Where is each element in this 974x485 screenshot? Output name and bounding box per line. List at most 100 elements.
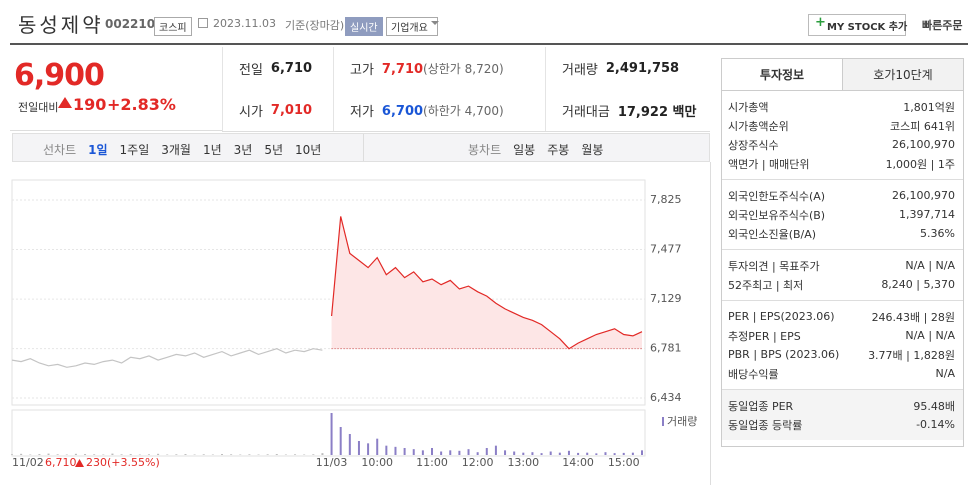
info-tab[interactable]: 호가10단계 [842,59,963,91]
info-group: PER | EPS(2023.06) 246.43배 | 28원 추정PER | E… [722,301,963,390]
info-panel: 투자정보 호가10단계 시가총액 1,801억원 시가총액순위 코스피 641위 상장주식수… [721,58,964,447]
info-value: N/A | N/A [905,259,955,272]
volume-bar [120,454,123,455]
mystock-button[interactable] [808,14,906,36]
info-label: 외국인한도주식수(A) [728,189,826,203]
range-tab[interactable]: 1년 [202,143,222,157]
y-tick-label: 7,129 [650,292,682,305]
volume-bar [631,452,634,455]
info-value: 1,000원 | 1주 [885,157,955,171]
range-tab[interactable]: 3개월 [161,143,191,157]
volume-bar [494,445,497,455]
plot-frame [11,179,646,406]
legend-swatch [662,417,664,426]
volume-bar [202,454,205,455]
info-row: 시가총액순위 코스피 641위 [728,116,955,135]
volume-bar [595,453,598,455]
info-value: 8,240 | 5,370 [881,278,955,291]
info-value: 26,100,970 [892,189,955,202]
y-tick-label: 6,781 [650,342,682,355]
info-label: 배당수익률 [728,367,779,381]
info-value: 코스피 641위 [890,119,955,133]
candle-tab[interactable]: 주봉 [547,143,570,157]
x-tick-label: 13:00 [507,456,539,469]
volume-bar [558,452,561,455]
range-tab[interactable]: 1일 [88,143,108,157]
volume-bar [275,454,278,455]
volume-bar [467,449,470,455]
info-value: 1,801억원 [903,100,955,114]
info-label: 외국인소진율(B/A) [728,227,817,241]
quick-order[interactable]: 빠른주문 [922,19,963,32]
summary-price: 6,710 [45,456,77,469]
candle-tab[interactable]: 월봉 [581,143,604,157]
price-rate: +2.83% [107,95,176,114]
quote-label: 시가 [239,104,263,120]
info-row: PER | EPS(2023.06) 246.43배 | 28원 [728,307,955,326]
range-tab[interactable]: 1주일 [119,143,150,157]
info-label: PER | EPS(2023.06) [728,310,835,323]
calendar-icon [198,18,208,28]
divider [710,162,711,485]
volume-bar [622,452,625,455]
dropdown-arrow [431,21,439,29]
volume-bar [522,452,525,455]
info-row: 투자의견 | 목표주가 N/A | N/A [728,256,955,275]
up-triangle [75,459,84,467]
quote-cell: 거래량 2,491,758 [545,47,710,89]
info-value: 246.43배 | 28원 [871,310,955,324]
quote-label: 거래대금 [562,104,610,120]
quote-cell: 시가 7,010 [222,89,333,131]
volume-bar [586,452,589,455]
volume-bar [440,451,443,455]
volume-bar [641,450,643,455]
quote-value: 7,710(상한가 8,720) [381,61,504,77]
range-tab[interactable]: 3년 [233,143,253,157]
line [11,348,323,368]
company-menu[interactable]: 기업개요 [386,17,438,36]
info-group: 투자의견 | 목표주가 N/A | N/A 52주최고 | 최저 8,240 | 5,… [722,250,963,301]
info-group: 외국인한도주식수(A) 26,100,970 외국인보유주식수(B) 1,397,71… [722,180,963,250]
info-row: 시가총액 1,801억원 [728,97,955,116]
info-value: 3.77배 | 1,828원 [868,348,955,362]
volume-frame [11,409,646,457]
volume-bar [403,448,406,455]
price-chart: 거래량 6,710 230 (+3.55%) 7,825 7,477 7,129 6,… [11,179,697,469]
info-row: 외국인한도주식수(A) 26,100,970 [728,186,955,205]
volume-bar [248,454,251,455]
info-tab[interactable]: 투자정보 [722,59,842,91]
volume-bar [129,454,132,455]
quote-value: 17,922 백만 [617,104,697,120]
range-tab[interactable]: 10년 [295,143,322,157]
info-label: 액면가 | 매매단위 [728,157,810,171]
volume-bar [147,454,150,455]
stock-name: 동성제약 [18,13,104,37]
mystock-label: MY STOCK 추가 [827,22,908,33]
x-tick-label: 15:00 [608,456,640,469]
info-row: 외국인보유주식수(B) 1,397,714 [728,205,955,224]
quote-value: 6,710 [270,60,313,76]
info-label: 동일업종 PER [728,399,794,413]
info-label: 시가총액순위 [728,119,789,133]
range-tab[interactable]: 5년 [264,143,284,157]
candle-tab[interactable]: 일봉 [513,143,536,157]
quote-note: (하한가 4,700) [423,103,504,118]
volume-bar [421,450,424,455]
legend-label: 거래량 [667,415,697,428]
y-tick-label: 6,434 [650,391,682,404]
x-tick-label: 10:00 [361,456,393,469]
info-row: PBR | BPS (2023.06) 3.77배 | 1,828원 [728,345,955,364]
info-label: 52주최고 | 최저 [728,278,804,292]
volume-bar [184,454,187,455]
candle-tabs: 봉차트 일봉 주봉 월봉 [468,141,603,158]
change-label: 전일대비 [18,101,59,114]
volume-bar [357,441,360,455]
info-row: 외국인소진율(B/A) 5.36% [728,224,955,243]
volume-bar [221,454,223,455]
volume-bar [485,448,488,455]
volume-bar [531,452,534,455]
volume-bar [540,453,543,455]
plus-icon: + [815,15,826,30]
line-tabs: 선차트 1일 1주일 3개월 1년 3년 5년 10년 [43,141,321,158]
